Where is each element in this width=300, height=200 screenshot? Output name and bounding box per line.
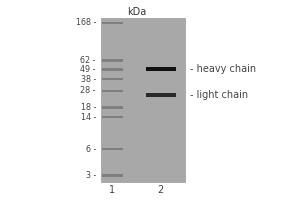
Bar — [102, 90, 123, 92]
Text: 28 -: 28 - — [80, 86, 96, 95]
Text: - heavy chain: - heavy chain — [190, 64, 256, 74]
Text: 3 -: 3 - — [85, 171, 96, 180]
Bar — [146, 67, 176, 71]
Bar — [102, 174, 123, 177]
Text: 6 -: 6 - — [85, 145, 96, 154]
Text: 14 -: 14 - — [81, 113, 96, 122]
Bar — [102, 22, 123, 24]
Bar — [102, 148, 123, 150]
Bar — [102, 78, 123, 80]
Bar — [146, 93, 176, 97]
Text: 38 -: 38 - — [81, 75, 96, 84]
Bar — [102, 116, 123, 118]
Text: 62 -: 62 - — [80, 56, 96, 65]
Text: 168 -: 168 - — [76, 18, 96, 27]
Bar — [102, 59, 123, 62]
Text: 1: 1 — [110, 185, 116, 195]
Bar — [102, 106, 123, 109]
Text: kDa: kDa — [127, 7, 146, 17]
Bar — [100, 18, 184, 182]
Text: 18 -: 18 - — [81, 103, 96, 112]
Text: 2: 2 — [158, 185, 164, 195]
Text: 49 -: 49 - — [80, 65, 96, 74]
Bar — [102, 68, 123, 71]
Text: - light chain: - light chain — [190, 90, 249, 100]
